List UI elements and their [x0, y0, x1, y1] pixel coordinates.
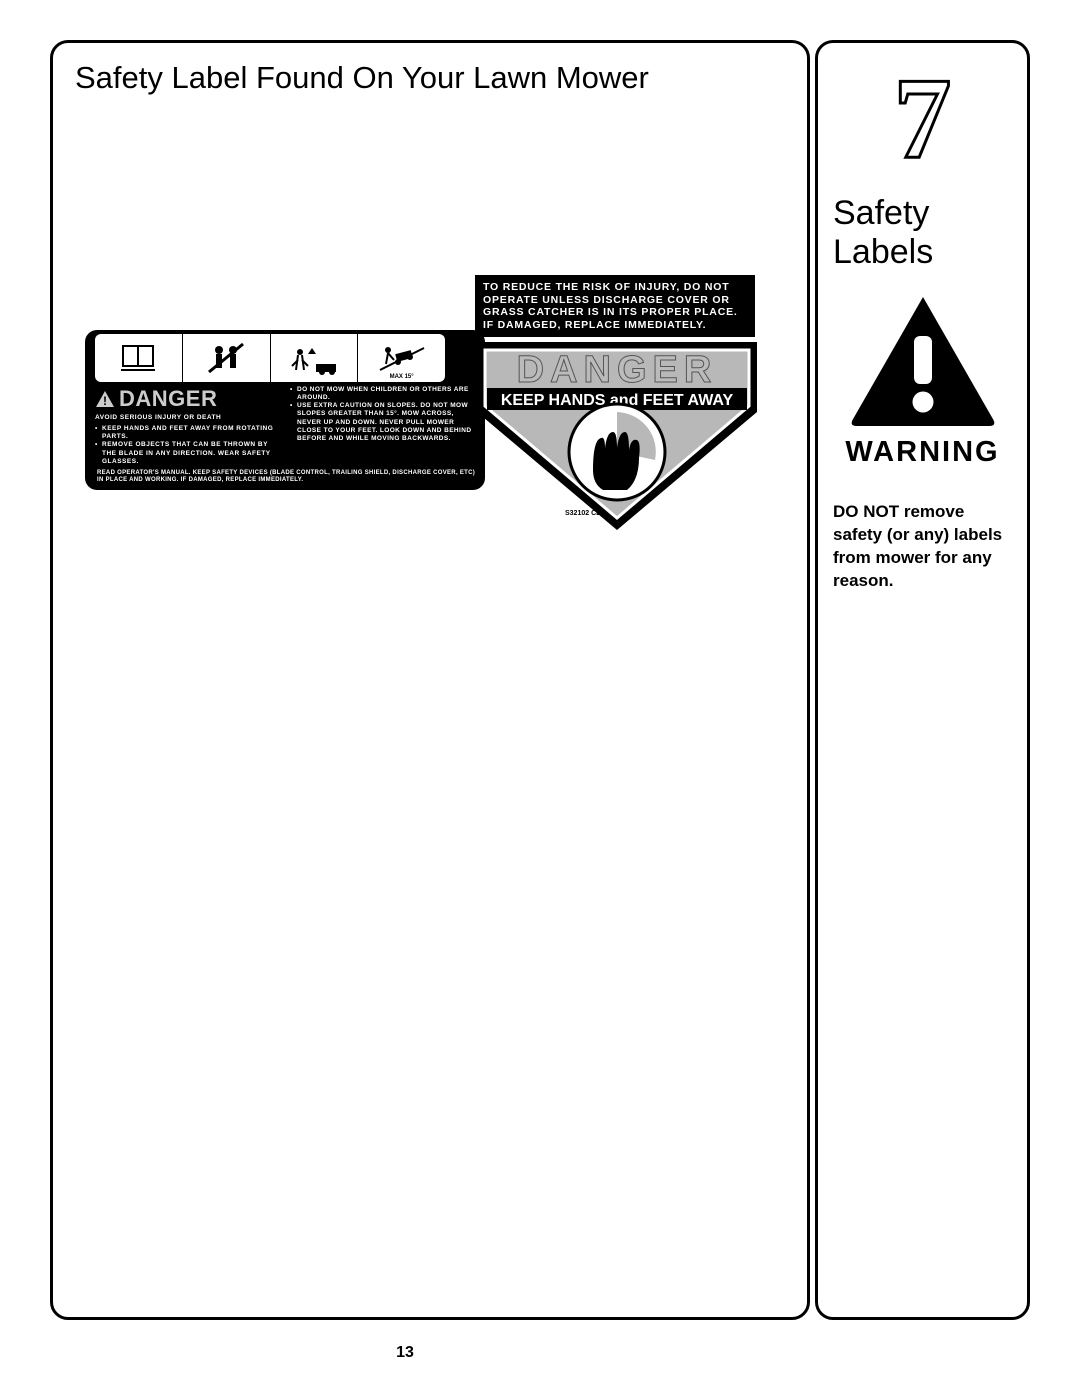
danger-small-row: ! DANGER: [95, 386, 217, 412]
pictogram-thrown-objects: [271, 334, 359, 382]
warning-triangle-icon: [848, 294, 998, 426]
page-title: Safety Label Found On Your Lawn Mower: [75, 60, 649, 96]
label-black-panel: MAX 15° ! DANGER AVOID SERIOUS INJURY OR…: [85, 330, 485, 490]
pictogram-slope: MAX 15°: [358, 334, 445, 382]
max-slope-text: MAX 15°: [390, 374, 414, 380]
pictogram-read-manual: [95, 334, 183, 382]
label-top-banner: TO REDUCE THE RISK OF INJURY, DO NOT OPE…: [475, 275, 755, 337]
bullet-item: USE EXTRA CAUTION ON SLOPES. DO NOT MOW …: [297, 402, 475, 443]
banner-line: GRASS CATCHER IS IN ITS PROPER PLACE.: [483, 306, 747, 319]
bullets-left-head: AVOID SERIOUS INJURY OR DEATH: [95, 414, 280, 422]
main-content-frame: [50, 40, 810, 1320]
pictogram-no-bystander: [183, 334, 271, 382]
label-part-number: S32102 CD: [565, 510, 601, 517]
bullet-item: REMOVE OBJECTS THAT CAN BE THROWN BY THE…: [102, 441, 280, 465]
danger-small-text: DANGER: [119, 386, 217, 412]
danger-big-text: DANGER: [517, 349, 718, 391]
safety-label-graphic: TO REDUCE THE RISK OF INJURY, DO NOT OPE…: [85, 280, 765, 550]
page-number: 13: [0, 1344, 810, 1362]
warning-body-text: DO NOT remove safety (or any) labels fro…: [833, 501, 1012, 593]
label-right-bullets: DO NOT MOW WHEN CHILDREN OR OTHERS ARE A…: [290, 386, 475, 443]
bullet-item: KEEP HANDS AND FEET AWAY FROM ROTATING P…: [102, 425, 280, 441]
danger-shield: DANGER KEEP HANDS and FEET AWAY: [475, 340, 765, 540]
section-number: 7: [833, 61, 1012, 176]
svg-text:!: !: [103, 394, 107, 408]
banner-line: TO REDUCE THE RISK OF INJURY, DO NOT: [483, 281, 747, 294]
warning-heading: WARNING: [833, 436, 1012, 469]
label-bottom-strip: READ OPERATOR'S MANUAL. KEEP SAFETY DEVI…: [97, 470, 477, 484]
banner-line: IF DAMAGED, REPLACE IMMEDIATELY.: [483, 319, 747, 332]
bullet-item: DO NOT MOW WHEN CHILDREN OR OTHERS ARE A…: [297, 386, 475, 402]
label-left-bullets: AVOID SERIOUS INJURY OR DEATH KEEP HANDS…: [95, 414, 280, 466]
alert-triangle-icon: !: [95, 390, 115, 408]
banner-line: OPERATE UNLESS DISCHARGE COVER OR: [483, 294, 747, 307]
sidebar-title: Safety Labels: [833, 194, 1012, 272]
sidebar-panel: 7 Safety Labels WARNING DO NOT remove sa…: [815, 40, 1030, 1320]
pictogram-strip: MAX 15°: [95, 334, 445, 382]
